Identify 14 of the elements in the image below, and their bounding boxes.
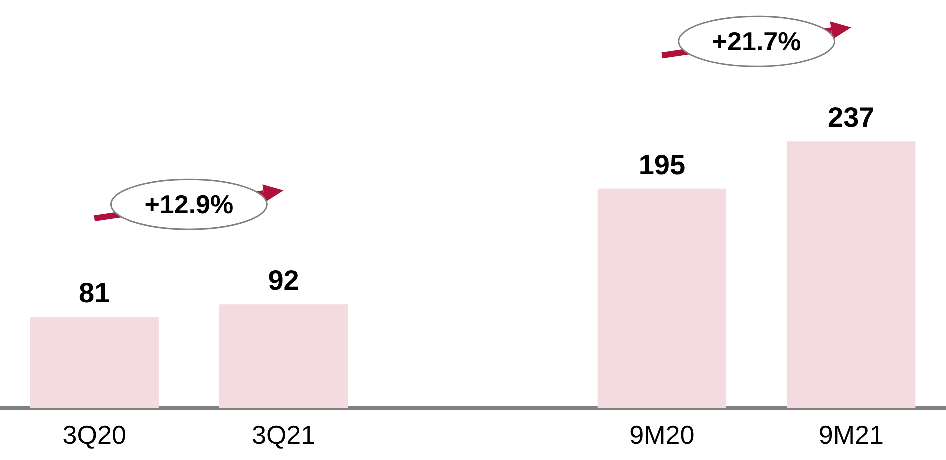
x-tick-label: 9M20 <box>630 420 695 450</box>
data-label: 237 <box>828 102 875 134</box>
data-label: 81 <box>79 277 110 308</box>
annotation: +12.9% <box>144 190 234 220</box>
bar <box>598 188 727 408</box>
x-tick-label: 3Q20 <box>62 420 126 450</box>
bar <box>787 142 916 408</box>
bar <box>30 316 159 408</box>
data-label: 92 <box>268 265 300 296</box>
text: +21.7% <box>712 26 802 57</box>
data-label: 195 <box>638 149 686 180</box>
bar <box>219 304 348 408</box>
x-tick-label: 9M21 <box>818 420 884 450</box>
x-tick-label: 3Q21 <box>252 420 316 450</box>
